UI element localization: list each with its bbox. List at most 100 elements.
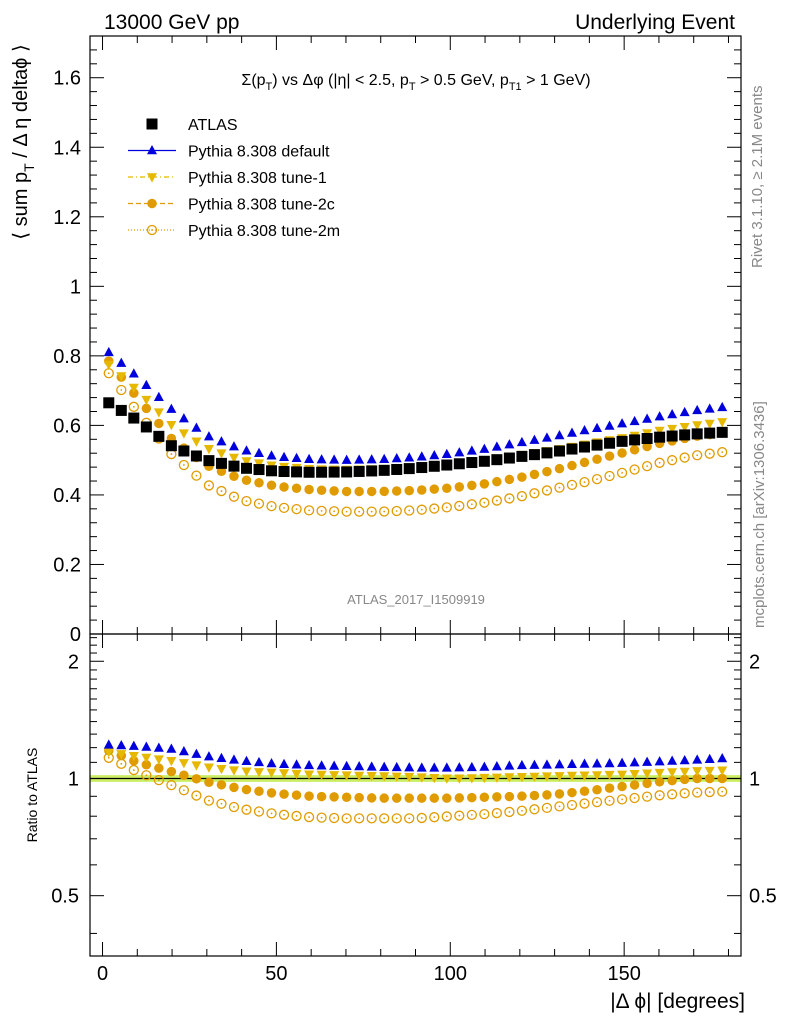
data-point xyxy=(554,482,565,493)
ratio-point xyxy=(216,764,227,775)
main-y-tick-label: 0.2 xyxy=(53,554,81,576)
data-point xyxy=(316,466,328,478)
legend-label: Pythia 8.308 tune-1 xyxy=(188,170,327,187)
ratio-point xyxy=(641,791,653,802)
ratio-point xyxy=(529,790,540,801)
data-point xyxy=(429,484,440,494)
data-point xyxy=(216,436,227,446)
data-point xyxy=(566,479,578,490)
ratio-point xyxy=(291,769,302,780)
legend-label: ATLAS xyxy=(188,117,238,134)
data-point xyxy=(103,346,114,357)
data-point xyxy=(616,467,628,479)
data-point xyxy=(666,430,678,442)
data-point xyxy=(304,453,315,464)
ratio-point xyxy=(341,760,352,771)
ratio-point xyxy=(203,763,214,773)
ratio-point xyxy=(166,779,177,791)
ratio-point xyxy=(429,773,440,784)
data-point xyxy=(492,476,502,487)
ratio-point xyxy=(416,812,427,824)
ratio-series-pythia-8-308-default xyxy=(103,739,728,772)
ratio-point xyxy=(191,774,202,784)
data-point xyxy=(542,466,552,477)
ratio-point xyxy=(441,762,452,772)
ratio-point xyxy=(554,759,565,769)
data-point xyxy=(692,450,703,461)
ratio-point xyxy=(291,790,302,800)
ratio-point xyxy=(604,757,615,768)
ratio-point xyxy=(617,757,628,767)
ratio-point xyxy=(154,763,164,773)
data-point xyxy=(529,469,540,480)
ratio-point xyxy=(441,811,452,822)
ratio-point xyxy=(166,766,177,777)
ratio-point xyxy=(128,752,139,762)
ratio-point xyxy=(629,770,640,780)
data-point xyxy=(379,506,390,517)
ratio-point xyxy=(379,793,389,803)
data-point xyxy=(704,403,715,413)
ratio-point xyxy=(479,809,490,820)
ratio-point xyxy=(679,754,690,765)
ratio-point xyxy=(416,773,427,783)
data-point xyxy=(228,453,239,463)
data-point xyxy=(404,452,415,462)
ratio-point xyxy=(491,773,502,783)
data-point xyxy=(241,495,252,507)
ratio-point xyxy=(717,786,728,797)
ratio-point xyxy=(316,812,327,823)
ratio-point xyxy=(228,801,240,813)
ratio-point xyxy=(467,792,477,803)
data-point xyxy=(667,424,678,435)
ratio-point xyxy=(466,809,477,821)
data-point xyxy=(116,384,127,396)
ratio-point xyxy=(666,789,678,800)
data-point xyxy=(328,506,340,517)
data-point xyxy=(667,408,678,419)
data-point xyxy=(566,443,578,455)
header-right: Underlying Event xyxy=(575,11,735,34)
ratio-point xyxy=(616,794,628,805)
series-pythia-8-308-tune-2m xyxy=(103,368,728,517)
data-point xyxy=(466,445,477,455)
ratio-point xyxy=(228,766,239,776)
ratio-y-tick-label: 2 xyxy=(68,651,79,673)
ratio-point xyxy=(366,771,377,782)
data-point xyxy=(228,460,240,472)
ratio-point xyxy=(304,770,315,780)
ratio-point xyxy=(354,792,364,803)
data-point xyxy=(592,422,603,432)
data-point xyxy=(366,454,377,464)
main-y-label: ⟨ sum pT / Δ η deltaϕ ⟩ xyxy=(10,44,37,239)
ratio-point xyxy=(667,755,678,765)
ratio-point xyxy=(654,756,665,766)
data-point xyxy=(379,453,390,464)
x-axis-label: |Δ ϕ| [degrees] xyxy=(610,990,745,1013)
data-point xyxy=(141,379,152,390)
main-y-ticks: 0 0.2 0.4 0.6 0.8 1 1.2 1.4 1.6 xyxy=(53,35,741,646)
data-point xyxy=(679,423,690,433)
data-point xyxy=(529,488,540,499)
data-point xyxy=(442,483,452,493)
data-point xyxy=(103,368,114,379)
data-point xyxy=(579,457,590,468)
data-point xyxy=(203,444,214,455)
data-point xyxy=(591,473,603,485)
data-point xyxy=(303,466,315,478)
data-point xyxy=(692,404,703,415)
legend-label: Pythia 8.308 tune-2m xyxy=(188,223,340,240)
data-point xyxy=(353,465,365,477)
data-point xyxy=(129,388,139,398)
main-x-ticks xyxy=(102,36,729,634)
data-point xyxy=(516,491,528,502)
data-point xyxy=(629,445,640,455)
ratio-point xyxy=(116,758,127,769)
data-point xyxy=(466,457,478,469)
data-point xyxy=(391,505,402,517)
data-point xyxy=(491,495,503,506)
ratio-point xyxy=(541,772,552,782)
data-point xyxy=(141,395,152,406)
data-point xyxy=(291,483,302,494)
legend-entry: Pythia 8.308 tune-2c xyxy=(128,197,335,214)
